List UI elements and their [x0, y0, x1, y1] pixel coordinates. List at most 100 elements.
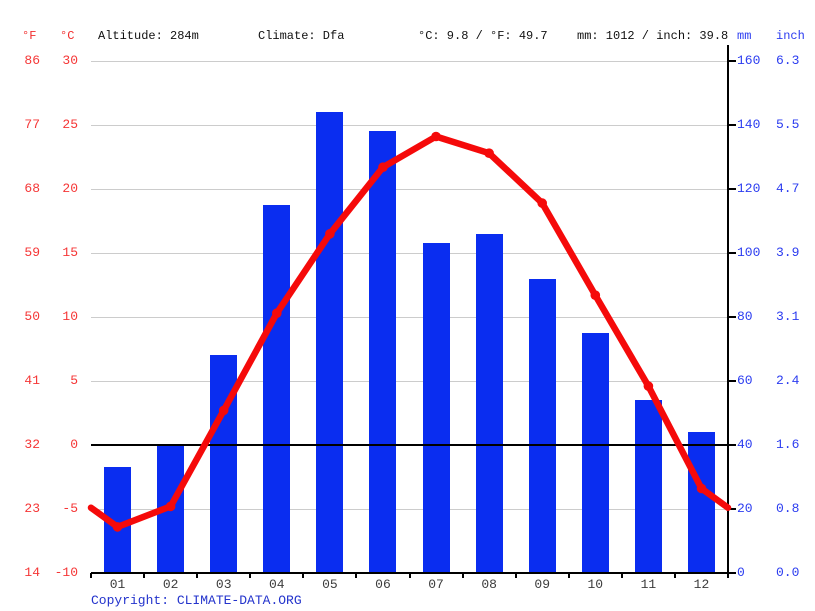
fahrenheit-tick-label: 50	[24, 309, 40, 324]
temperature-point	[643, 381, 654, 391]
precipitation-bar	[104, 467, 132, 573]
month-label: 06	[375, 577, 391, 592]
mm-tick-label: 20	[737, 501, 753, 516]
fahrenheit-tick-label: 23	[24, 501, 40, 516]
annual-precipitation-summary: mm: 1012 / inch: 39.8	[577, 29, 729, 43]
gridline	[91, 61, 728, 62]
month-label: 07	[428, 577, 444, 592]
gridline	[91, 253, 728, 254]
mm-tick-label: 0	[737, 565, 745, 580]
month-label: 09	[534, 577, 550, 592]
precipitation-bar	[581, 333, 609, 573]
month-label: 05	[322, 577, 338, 592]
precipitation-bar	[316, 112, 344, 573]
celsius-tick-label: 0	[70, 437, 78, 452]
right-axis-tick	[729, 572, 736, 574]
mm-tick-label: 80	[737, 309, 753, 324]
gridline	[91, 381, 728, 382]
temperature-polyline	[87, 133, 732, 531]
inch-tick-label: 4.7	[776, 181, 800, 196]
celsius-tick-label: -10	[54, 565, 78, 580]
celsius-tick-label: 30	[62, 53, 78, 68]
inch-tick-label: 1.6	[776, 437, 800, 452]
x-axis-tick	[249, 573, 252, 578]
fahrenheit-axis-title: °F	[22, 29, 37, 43]
month-label: 01	[109, 577, 126, 592]
mm-tick-label: 100	[737, 245, 761, 260]
fahrenheit-tick-label: 59	[24, 245, 40, 260]
fahrenheit-tick-label: 77	[24, 117, 40, 132]
month-label: 04	[268, 577, 285, 592]
x-axis-tick	[620, 573, 623, 578]
fahrenheit-tick-label: 41	[24, 373, 40, 388]
celsius-tick-label: -5	[62, 501, 78, 516]
altitude-label: Altitude: 284m	[98, 29, 199, 43]
temperature-point	[537, 198, 547, 208]
fahrenheit-tick-label: 86	[24, 53, 40, 68]
right-axis-tick	[729, 60, 736, 62]
right-axis-tick	[729, 252, 736, 254]
temperature-point	[590, 290, 601, 301]
precipitation-bar	[369, 131, 397, 573]
precipitation-bar	[157, 445, 185, 573]
right-axis-tick	[729, 508, 736, 510]
mm-tick-label: 140	[737, 117, 761, 132]
x-axis-tick	[302, 573, 305, 578]
celsius-tick-label: 20	[62, 181, 78, 196]
inch-tick-label: 0.8	[776, 501, 800, 516]
x-axis-tick	[567, 573, 570, 578]
mm-tick-label: 120	[737, 181, 761, 196]
right-axis-tick	[729, 124, 736, 126]
celsius-axis-title: °C	[60, 29, 75, 43]
mm-axis-title: mm	[737, 29, 752, 43]
month-label: 12	[693, 577, 710, 592]
inch-tick-label: 3.1	[776, 309, 800, 324]
fahrenheit-tick-label: 32	[24, 437, 40, 452]
copyright-text: Copyright:	[91, 593, 177, 608]
precipitation-bar	[634, 400, 662, 573]
inch-tick-label: 5.5	[776, 117, 800, 132]
inch-tick-label: 6.3	[776, 53, 800, 68]
precipitation-bar	[687, 432, 715, 573]
x-axis-line	[91, 572, 730, 574]
mm-tick-label: 160	[737, 53, 761, 68]
fahrenheit-tick-label: 68	[24, 181, 40, 196]
right-axis-tick	[729, 444, 736, 446]
gridline	[91, 189, 728, 190]
gridline	[91, 317, 728, 318]
precipitation-bar	[528, 278, 556, 573]
zero-degree-line	[91, 444, 728, 446]
month-label: 11	[640, 577, 657, 592]
precipitation-bar	[210, 355, 238, 573]
gridline	[91, 125, 728, 126]
x-axis-tick	[673, 573, 676, 578]
mm-tick-label: 40	[737, 437, 753, 452]
x-axis-tick	[727, 573, 729, 578]
celsius-tick-label: 5	[70, 373, 78, 388]
annual-temperature-summary: °C: 9.8 / °F: 49.7	[418, 29, 548, 43]
x-axis-tick	[514, 573, 517, 578]
x-axis-tick	[196, 573, 199, 578]
copyright: Copyright: CLIMATE-DATA.ORG	[91, 593, 302, 608]
x-axis-tick	[355, 573, 358, 578]
right-axis-tick	[729, 380, 736, 382]
temperature-point	[431, 131, 441, 142]
climate-type-label: Climate: Dfa	[258, 29, 345, 43]
x-axis-tick	[90, 573, 92, 578]
mm-tick-label: 60	[737, 373, 753, 388]
month-label: 10	[587, 577, 604, 592]
inch-axis-title: inch	[776, 29, 805, 43]
celsius-tick-label: 15	[62, 245, 78, 260]
month-label: 02	[162, 577, 179, 592]
copyright-link[interactable]: CLIMATE-DATA.ORG	[176, 593, 302, 608]
month-label: 03	[215, 577, 232, 592]
precipitation-bar	[263, 205, 291, 573]
celsius-tick-label: 25	[62, 117, 78, 132]
celsius-tick-label: 10	[62, 309, 78, 324]
right-axis-tick	[729, 316, 736, 318]
x-axis-tick	[461, 573, 464, 578]
gridline	[91, 509, 728, 510]
temperature-point	[484, 148, 494, 158]
precipitation-bar	[422, 243, 450, 573]
